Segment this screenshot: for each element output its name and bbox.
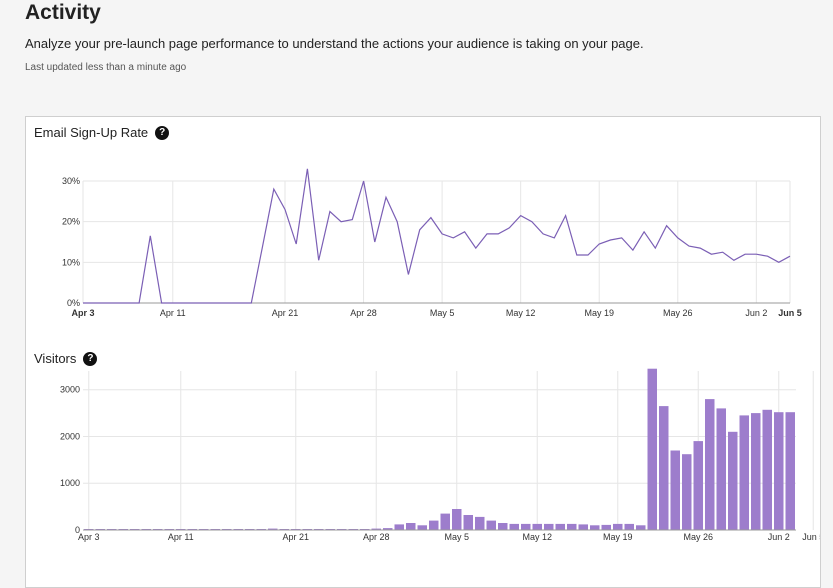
x-tick-label: Apr 28 bbox=[363, 532, 390, 542]
email-signup-chart-header: Email Sign-Up Rate ? bbox=[34, 125, 170, 140]
visitors-bar bbox=[521, 523, 531, 530]
visitors-bar bbox=[693, 441, 703, 530]
visitors-bar bbox=[624, 523, 634, 530]
x-tick-label: May 5 bbox=[430, 308, 455, 318]
x-tick-label: May 26 bbox=[683, 532, 713, 542]
visitors-bar bbox=[785, 412, 795, 530]
visitors-chart: 0 1000 2000 3000 Apr 3 Apr 11 Apr 21 Apr 28 May … bbox=[60, 368, 820, 542]
x-tick-label: May 5 bbox=[444, 532, 469, 542]
visitors-chart-title: Visitors bbox=[34, 351, 77, 366]
visitors-bar bbox=[705, 399, 715, 530]
visitors-bar bbox=[452, 509, 462, 530]
x-tick-label: Apr 3 bbox=[71, 308, 94, 318]
signup-rate-line bbox=[83, 168, 791, 304]
visitors-bar bbox=[578, 524, 588, 530]
visitors-bar bbox=[613, 523, 623, 530]
visitors-bar bbox=[406, 523, 416, 530]
visitors-bar bbox=[716, 408, 726, 530]
activity-panel: Email Sign-Up Rate ? Visitors ? 0% 10% 20%… bbox=[25, 116, 821, 588]
visitors-bar bbox=[774, 412, 784, 530]
visitors-bar bbox=[659, 406, 669, 530]
question-circle-icon[interactable]: ? bbox=[83, 351, 98, 366]
y-tick-label: 0 bbox=[75, 525, 80, 535]
y-tick-label: 30% bbox=[62, 176, 80, 186]
y-tick-label: 2000 bbox=[60, 431, 80, 441]
visitors-bar bbox=[670, 450, 680, 530]
visitors-bar bbox=[647, 368, 657, 530]
page-description: Analyze your pre-launch page performance… bbox=[25, 36, 644, 51]
visitors-bar bbox=[429, 520, 439, 530]
x-tick-label: Jun 5 bbox=[802, 532, 820, 542]
visitors-bar bbox=[682, 454, 692, 530]
x-tick-label: May 26 bbox=[663, 308, 693, 318]
visitors-bar bbox=[463, 515, 473, 530]
x-tick-label: May 19 bbox=[584, 308, 614, 318]
visitors-bar bbox=[440, 513, 450, 530]
visitors-bar bbox=[601, 524, 611, 530]
visitors-chart-header: Visitors ? bbox=[34, 351, 98, 366]
x-tick-label: Apr 21 bbox=[272, 308, 299, 318]
visitors-bar bbox=[498, 523, 508, 530]
y-tick-label: 10% bbox=[62, 257, 80, 267]
email-signup-chart-title: Email Sign-Up Rate bbox=[34, 125, 149, 140]
x-tick-label: May 12 bbox=[506, 308, 536, 318]
x-tick-label: May 12 bbox=[522, 532, 552, 542]
x-tick-label: Apr 11 bbox=[160, 308, 186, 318]
visitors-bar bbox=[567, 523, 577, 530]
visitors-bar bbox=[509, 523, 519, 530]
y-tick-label: 20% bbox=[62, 217, 80, 227]
visitors-bar bbox=[590, 525, 600, 530]
last-updated-text: Last updated less than a minute ago bbox=[25, 62, 187, 73]
x-tick-label: Apr 3 bbox=[78, 532, 100, 542]
x-tick-label: May 19 bbox=[603, 532, 633, 542]
visitors-bar bbox=[475, 516, 485, 530]
x-tick-label: Jun 5 bbox=[778, 308, 802, 318]
visitors-bar bbox=[555, 523, 565, 530]
visitors-bar bbox=[394, 524, 404, 530]
visitors-bar bbox=[544, 523, 554, 530]
page-title: Activity bbox=[25, 1, 101, 24]
visitors-bar bbox=[371, 528, 381, 530]
y-tick-label: 1000 bbox=[60, 478, 80, 488]
y-tick-label: 0% bbox=[67, 298, 80, 308]
x-tick-label: Apr 21 bbox=[282, 532, 309, 542]
email-signup-rate-chart: 0% 10% 20% 30% Apr 3 Apr 11 Apr 21 Apr 28 May 5 M… bbox=[62, 168, 802, 318]
visitors-bar bbox=[728, 431, 738, 530]
visitors-bar bbox=[486, 520, 496, 530]
visitors-bar bbox=[762, 409, 772, 530]
y-tick-label: 3000 bbox=[60, 385, 80, 395]
visitors-bar bbox=[383, 528, 393, 530]
visitors-bar bbox=[417, 525, 427, 530]
visitors-bar bbox=[532, 523, 542, 530]
x-tick-label: Apr 11 bbox=[168, 532, 194, 542]
x-tick-label: Jun 2 bbox=[745, 308, 767, 318]
visitors-bar bbox=[751, 413, 761, 530]
visitors-bar bbox=[739, 415, 749, 530]
visitors-bar bbox=[636, 525, 646, 530]
question-circle-icon[interactable]: ? bbox=[155, 125, 170, 140]
x-tick-label: Apr 28 bbox=[350, 308, 377, 318]
x-tick-label: Jun 2 bbox=[768, 532, 790, 542]
visitors-bar bbox=[268, 528, 278, 530]
